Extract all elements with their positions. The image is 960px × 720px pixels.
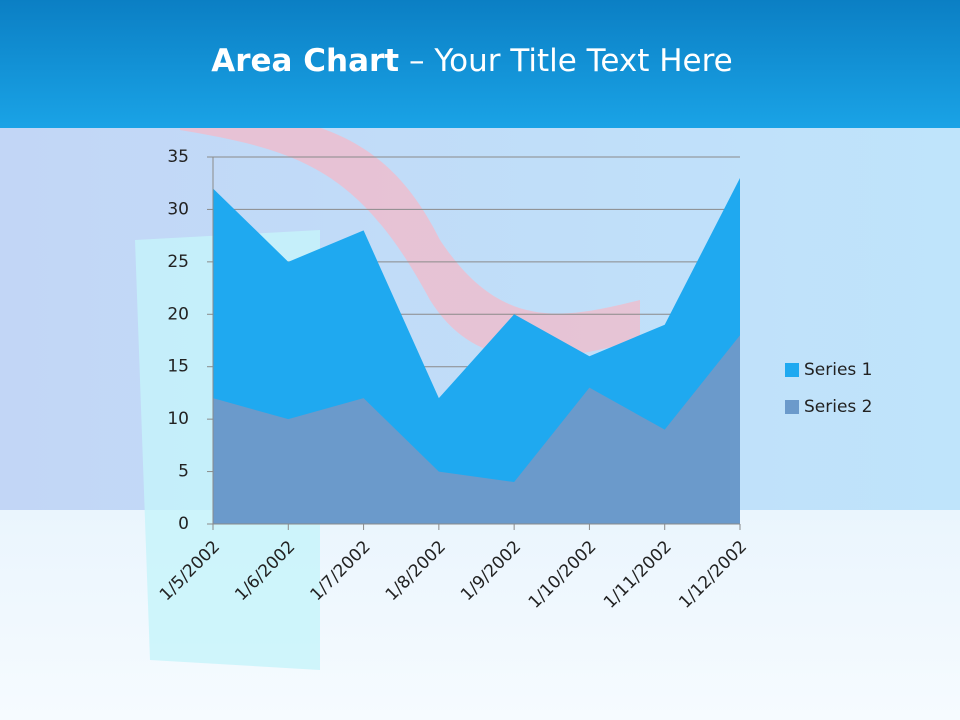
- y-tick-label: 0: [178, 514, 189, 534]
- y-tick-label: 20: [167, 304, 189, 324]
- title-text: – Your Title Text Here: [409, 43, 733, 79]
- slide-title: Area Chart – Your Title Text Here: [211, 43, 732, 79]
- floor: [0, 510, 960, 720]
- y-tick-label: 35: [167, 147, 189, 167]
- legend-swatch: [785, 400, 799, 414]
- y-tick-label: 25: [167, 252, 189, 272]
- legend-label: Series 2: [804, 397, 873, 417]
- header: [0, 0, 960, 128]
- legend-label: Series 1: [804, 360, 873, 380]
- y-tick-label: 5: [178, 462, 189, 482]
- title-emphasis: Area Chart: [211, 43, 399, 79]
- area: [213, 335, 740, 524]
- y-tick-label: 10: [167, 409, 189, 429]
- decor-ribbon: [180, 100, 640, 358]
- legend-swatch: [785, 363, 799, 377]
- y-tick-label: 30: [167, 199, 189, 219]
- y-tick-label: 15: [167, 357, 189, 377]
